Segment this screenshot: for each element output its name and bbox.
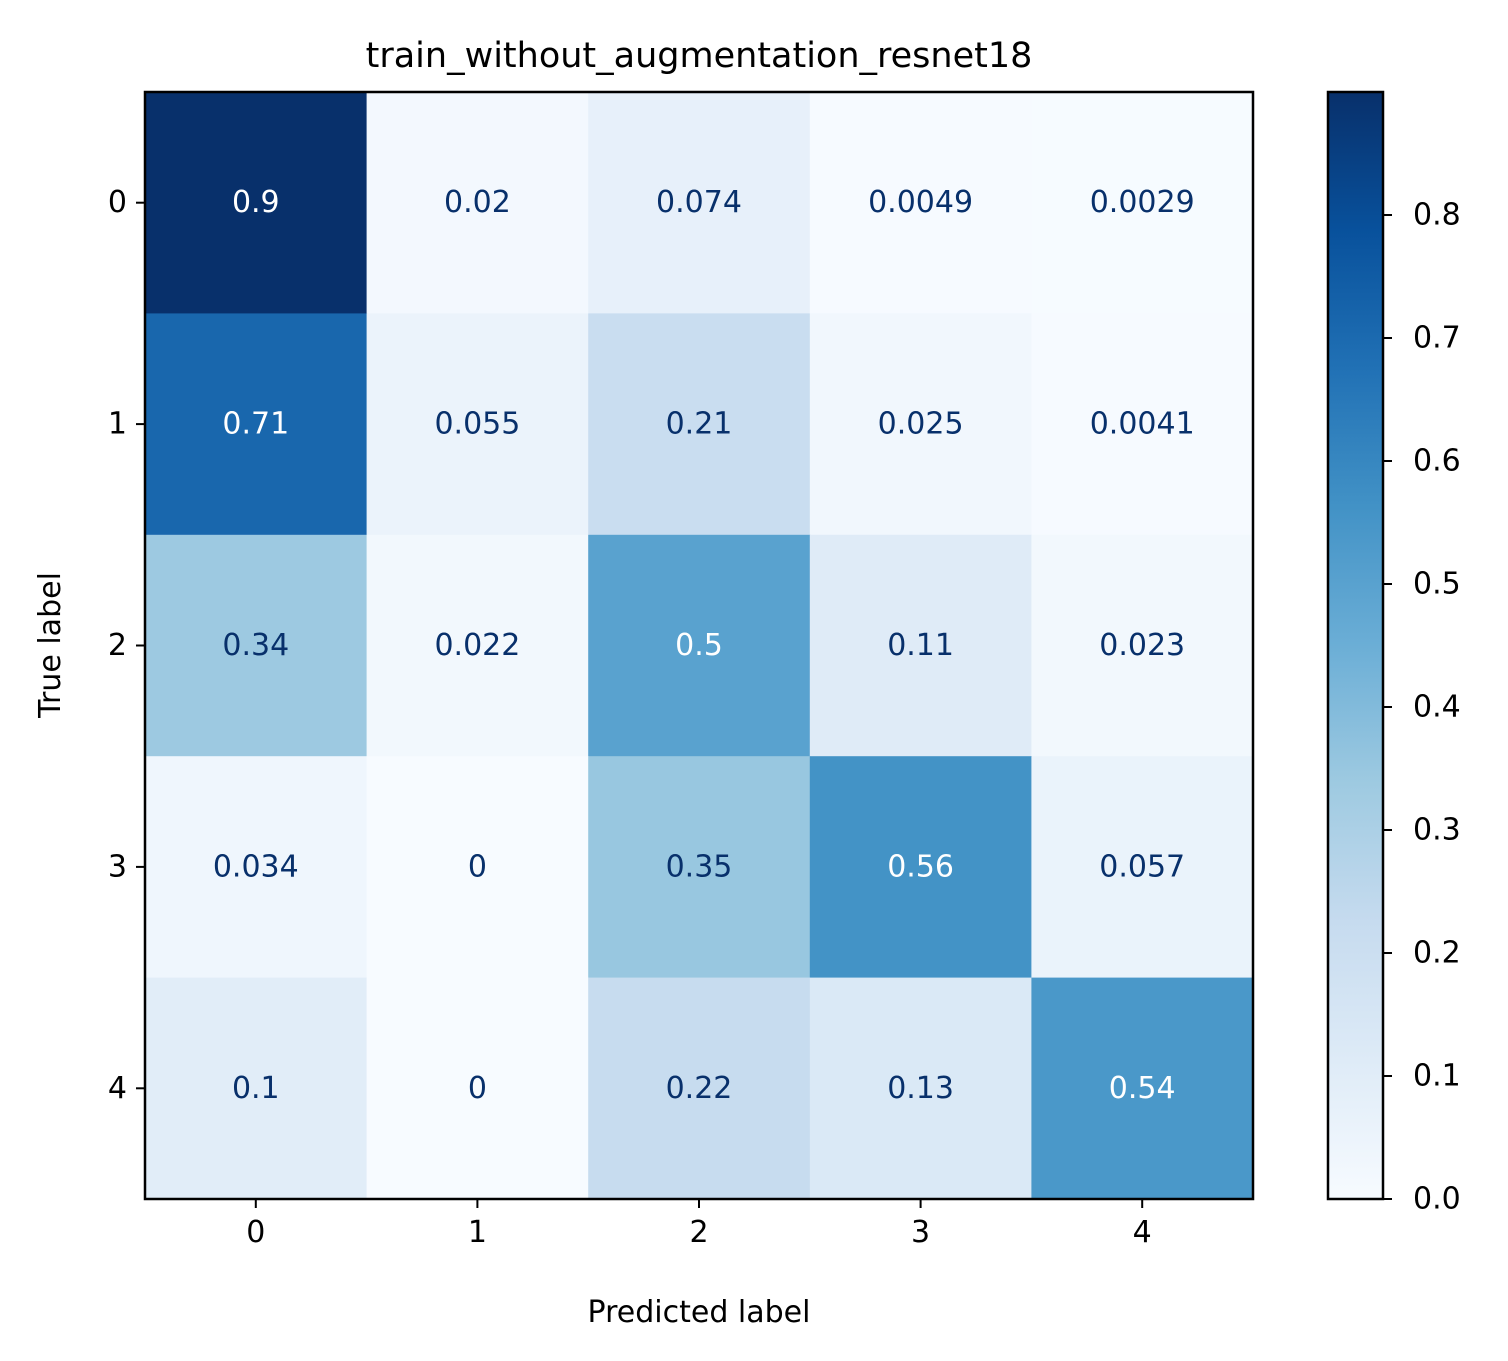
cell-value-label: 0.034 (213, 849, 299, 884)
cell-value-label: 0 (468, 1071, 487, 1106)
y-axis-ticks: 0 1 2 3 4 (108, 185, 145, 1106)
colorbar-tick-label: 0.7 (1413, 321, 1461, 356)
cell-value-label: 0.56 (887, 849, 954, 884)
colorbar-tick-label: 0.5 (1413, 567, 1461, 602)
cell-value-label: 0.02 (444, 185, 511, 220)
y-tick-label: 2 (108, 628, 127, 663)
cell-value-label: 0.0029 (1090, 185, 1195, 220)
heatmap-cell (366, 92, 589, 314)
colorbar-tick-label: 0.8 (1413, 198, 1461, 233)
heatmap-cell (588, 534, 811, 757)
cell-value-label: 0.0041 (1090, 407, 1195, 442)
x-axis-label: Predicted label (588, 1295, 811, 1330)
heatmap-cell (588, 756, 811, 979)
chart-title: train_without_augmentation_resnet18 (366, 36, 1033, 76)
y-tick-label: 0 (108, 185, 127, 220)
heatmap-cell (145, 977, 368, 1200)
colorbar (1328, 92, 1383, 1199)
y-axis-label: True label (33, 572, 68, 719)
heatmap-cell (588, 313, 811, 536)
cell-value-label: 0.35 (666, 849, 733, 884)
heatmap-cell-labels: 0.9 0.02 0.074 0.0049 0.0029 0.71 0.055 0.21 0.0… (213, 185, 1195, 1106)
heatmap-cell (1031, 977, 1254, 1200)
heatmap-cell (366, 756, 589, 979)
cell-value-label: 0.074 (656, 185, 742, 220)
heatmap-cell (1031, 313, 1254, 536)
heatmap-cell (809, 534, 1032, 757)
cell-value-label: 0.71 (222, 407, 289, 442)
cell-value-label: 0.0049 (868, 185, 973, 220)
heatmap-cell (809, 92, 1032, 314)
x-tick-label: 0 (246, 1215, 265, 1250)
cell-value-label: 0.21 (666, 407, 733, 442)
cell-value-label: 0.11 (887, 628, 954, 663)
x-tick-label: 1 (468, 1215, 487, 1250)
heatmap-cell (1031, 92, 1254, 314)
heatmap-cell (145, 534, 368, 757)
heatmap-cell (809, 756, 1032, 979)
cell-value-label: 0.9 (232, 185, 280, 220)
cell-value-label: 0.34 (222, 628, 289, 663)
colorbar-tick-label: 0.3 (1413, 813, 1461, 848)
colorbar-frame (1326, 90, 1385, 1201)
colorbar-ticks: 0.0 0.1 0.2 0.3 0.4 0.5 0.6 0.7 0.8 (1383, 198, 1461, 1217)
colorbar-tick-label: 0.4 (1413, 690, 1461, 725)
heatmap-cell (1031, 756, 1254, 979)
heatmap-cell (588, 92, 811, 314)
heatmap-cell (366, 313, 589, 536)
x-tick-label: 3 (911, 1215, 930, 1250)
heatmap-cell (145, 313, 368, 536)
heatmap-cell (145, 756, 368, 979)
colorbar-tick-label: 0.0 (1413, 1182, 1461, 1217)
cell-value-label: 0.022 (434, 628, 520, 663)
colorbar-tick-label: 0.6 (1413, 444, 1461, 479)
cell-value-label: 0.54 (1109, 1071, 1176, 1106)
heatmap-cell (809, 977, 1032, 1200)
heatmap-cells (145, 92, 1254, 1200)
cell-value-label: 0.13 (887, 1071, 954, 1106)
colorbar-tick-label: 0.1 (1413, 1059, 1461, 1094)
heatmap-cell (145, 92, 368, 314)
cell-value-label: 0.22 (666, 1071, 733, 1106)
heatmap-cell (1031, 534, 1254, 757)
heatmap-cell (366, 977, 589, 1200)
x-tick-label: 4 (1133, 1215, 1152, 1250)
y-tick-label: 3 (108, 849, 127, 884)
cell-value-label: 0.055 (434, 407, 520, 442)
cell-value-label: 0.025 (878, 407, 964, 442)
cell-value-label: 0 (468, 849, 487, 884)
cell-value-label: 0.023 (1099, 628, 1185, 663)
x-axis-ticks: 0 1 2 3 4 (246, 1199, 1152, 1250)
cell-value-label: 0.1 (232, 1071, 280, 1106)
y-tick-label: 4 (108, 1071, 127, 1106)
x-tick-label: 2 (689, 1215, 708, 1250)
y-tick-label: 1 (108, 407, 127, 442)
heatmap-cell (809, 313, 1032, 536)
heatmap-cell (366, 534, 589, 757)
colorbar-tick-label: 0.2 (1413, 936, 1461, 971)
heatmap-cell (588, 977, 811, 1200)
cell-value-label: 0.057 (1099, 849, 1185, 884)
cell-value-label: 0.5 (675, 628, 723, 663)
